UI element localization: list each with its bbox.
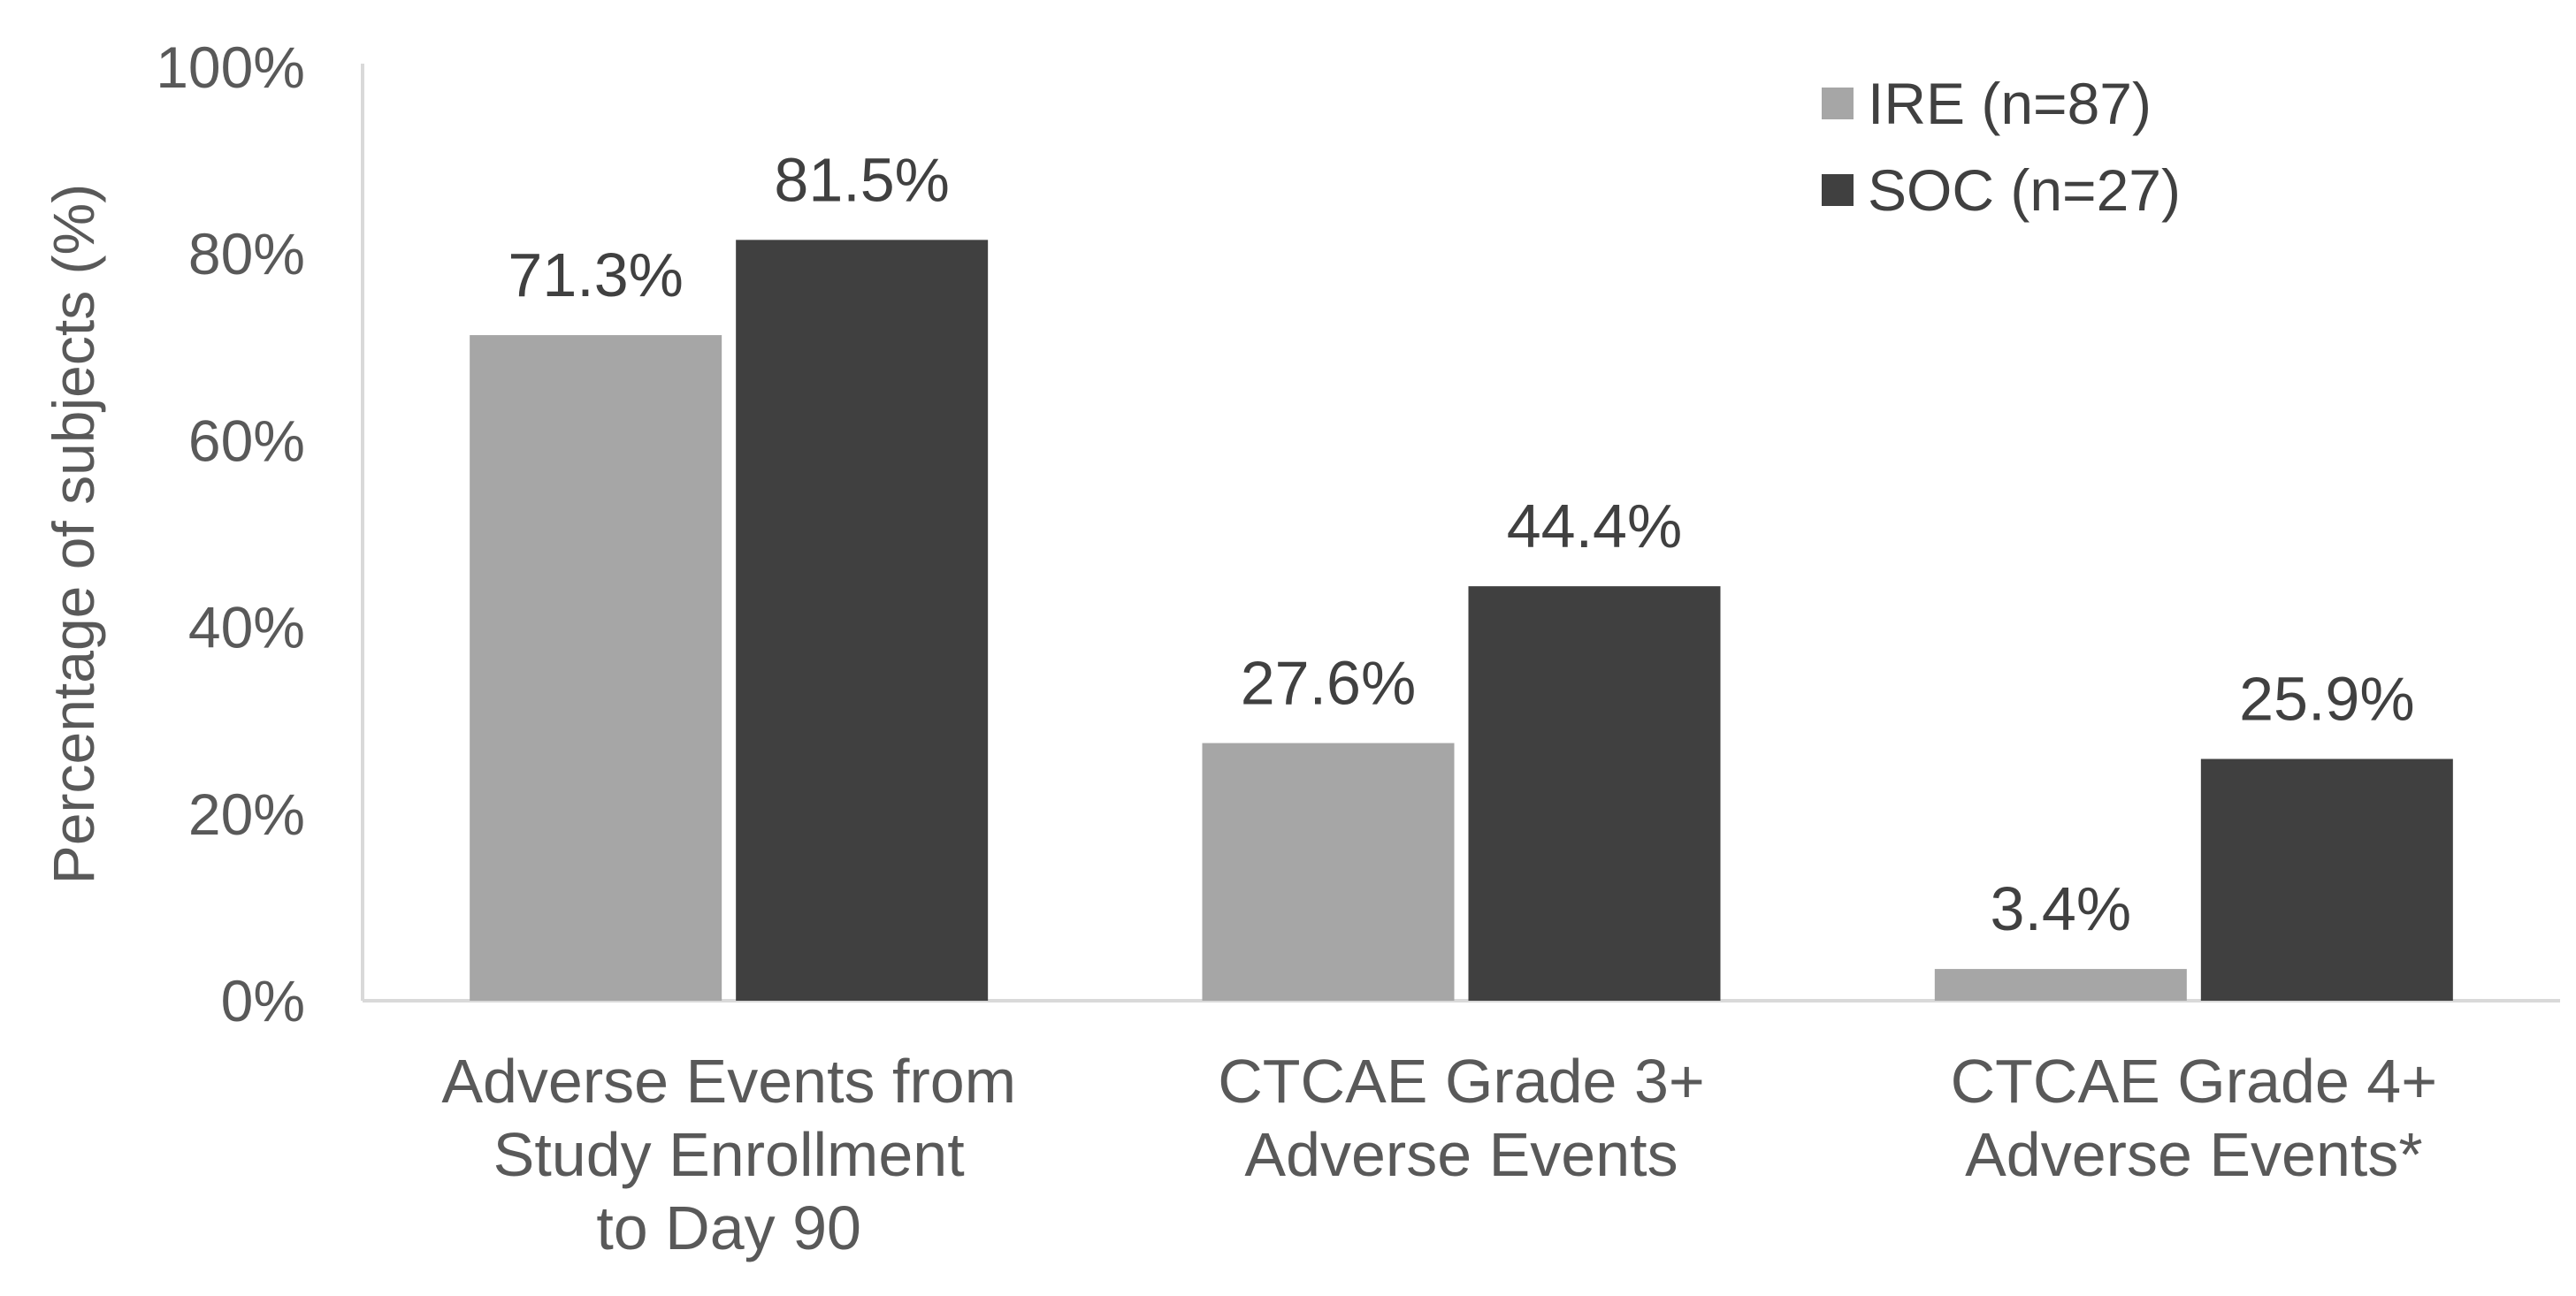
data-label: 27.6% xyxy=(1241,649,1416,718)
category-label-line: Study Enrollment xyxy=(493,1120,965,1189)
y-axis-title: Percentage of subjects (%) xyxy=(41,184,106,884)
data-label: 81.5% xyxy=(774,145,949,214)
bar-ire-1 xyxy=(1202,743,1455,1001)
y-tick-label: 60% xyxy=(188,408,305,473)
data-label: 3.4% xyxy=(1991,874,2132,943)
legend-swatch-soc xyxy=(1822,174,1854,206)
y-tick-label: 40% xyxy=(188,595,305,660)
y-axis-title-group: Percentage of subjects (%) xyxy=(41,184,106,884)
category-label-line: Adverse Events xyxy=(1244,1120,1678,1189)
legend-swatch-ire xyxy=(1822,88,1854,119)
bar-soc-2 xyxy=(2200,759,2453,1001)
category-label: CTCAE Grade 4+ Adverse Events* xyxy=(1951,1047,2438,1189)
category-label: CTCAE Grade 3+ Adverse Events xyxy=(1218,1047,1705,1189)
data-label: 25.9% xyxy=(2239,664,2414,733)
category-label-line: Adverse Events* xyxy=(1965,1120,2422,1189)
bars xyxy=(470,240,2453,1001)
bar-ire-2 xyxy=(1934,969,2187,1001)
legend: IRE (n=87) SOC (n=27) xyxy=(1822,71,2181,223)
category-label: Adverse Events from Study Enrollment to Da… xyxy=(441,1047,1016,1262)
data-labels: 71.3% 81.5% 27.6% 44.4% 3.4% 25.9% xyxy=(508,145,2414,943)
category-labels: Adverse Events from Study Enrollment to Da… xyxy=(441,1047,2437,1262)
category-label-line: to Day 90 xyxy=(596,1193,861,1262)
y-tick-label: 0% xyxy=(221,968,305,1033)
legend-label-soc: SOC (n=27) xyxy=(1868,157,2181,223)
bar-soc-1 xyxy=(1468,586,1721,1001)
y-tick-label: 20% xyxy=(188,781,305,847)
y-tick-label: 80% xyxy=(188,221,305,286)
data-label: 71.3% xyxy=(508,240,683,309)
data-label: 44.4% xyxy=(1507,492,1682,560)
bar-ire-0 xyxy=(470,335,722,1001)
category-label-line: CTCAE Grade 4+ xyxy=(1951,1047,2438,1116)
legend-label-ire: IRE (n=87) xyxy=(1868,71,2152,136)
y-tick-label: 100% xyxy=(156,34,305,100)
category-label-line: CTCAE Grade 3+ xyxy=(1218,1047,1705,1116)
category-label-line: Adverse Events from xyxy=(441,1047,1016,1116)
bar-soc-0 xyxy=(736,240,989,1001)
axes xyxy=(361,64,2560,1002)
y-axis-ticks: 0% 20% 40% 60% 80% 100% xyxy=(156,34,305,1033)
